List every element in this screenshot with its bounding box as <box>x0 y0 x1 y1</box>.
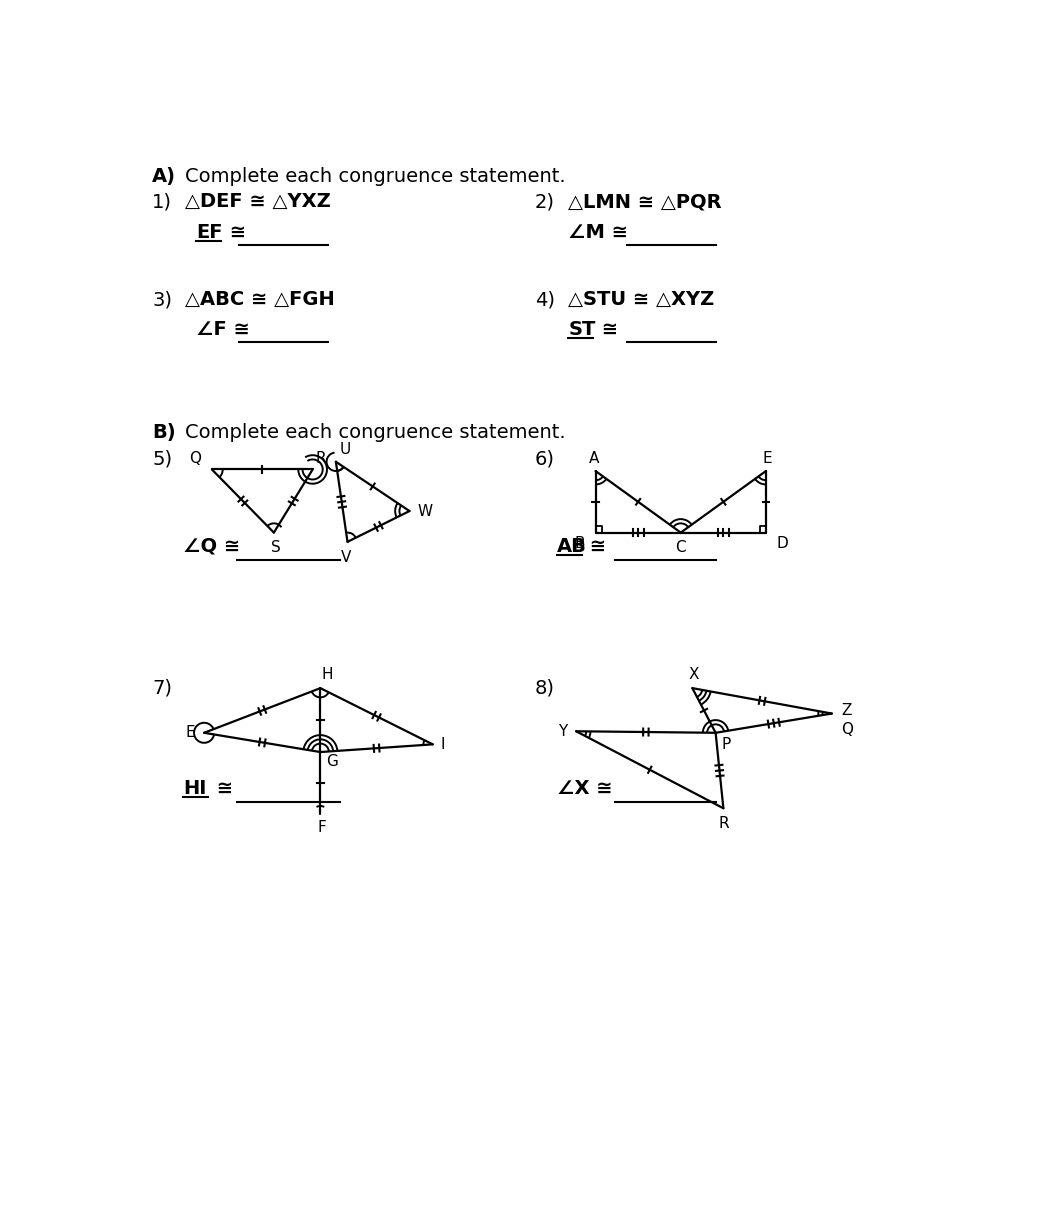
Text: HI: HI <box>183 780 207 798</box>
Text: 5): 5) <box>152 449 172 469</box>
Text: R: R <box>315 450 327 466</box>
Text: 1): 1) <box>152 192 172 212</box>
Text: △ABC ≅ △FGH: △ABC ≅ △FGH <box>185 290 334 309</box>
Text: 4): 4) <box>535 290 555 309</box>
Text: 8): 8) <box>535 679 555 697</box>
Text: I: I <box>441 737 445 752</box>
Text: B): B) <box>152 423 175 443</box>
Text: ≅: ≅ <box>210 780 233 798</box>
Text: Complete each congruence statement.: Complete each congruence statement. <box>185 423 566 443</box>
Text: Y: Y <box>557 723 567 739</box>
Text: AB: AB <box>556 536 587 556</box>
Text: Complete each congruence statement.: Complete each congruence statement. <box>185 167 566 186</box>
Text: △DEF ≅ △YXZ: △DEF ≅ △YXZ <box>185 192 331 212</box>
Text: E: E <box>763 450 773 466</box>
Text: C: C <box>675 540 686 555</box>
Text: Z: Z <box>841 704 852 718</box>
Text: 7): 7) <box>152 679 172 697</box>
Text: H: H <box>322 667 333 681</box>
Text: V: V <box>340 550 351 565</box>
Text: Q: Q <box>841 722 853 737</box>
Text: 6): 6) <box>535 449 555 469</box>
Text: S: S <box>270 540 280 555</box>
Text: Q: Q <box>189 450 201 466</box>
Text: P: P <box>721 738 731 753</box>
Text: X: X <box>689 667 699 681</box>
Text: E: E <box>185 726 195 740</box>
Text: G: G <box>327 754 338 769</box>
Text: △LMN ≅ △PQR: △LMN ≅ △PQR <box>568 192 722 212</box>
Text: W: W <box>418 503 432 519</box>
Text: ≅: ≅ <box>222 223 245 241</box>
Text: ≅: ≅ <box>584 536 607 556</box>
Text: U: U <box>339 442 351 458</box>
Text: ∠Q ≅: ∠Q ≅ <box>183 536 240 556</box>
Text: ∠X ≅: ∠X ≅ <box>556 780 613 798</box>
Text: R: R <box>718 815 729 831</box>
Text: D: D <box>776 536 788 551</box>
Text: F: F <box>317 820 327 835</box>
Text: A): A) <box>152 167 176 186</box>
Text: ∠M ≅: ∠M ≅ <box>568 223 628 241</box>
Text: ≅: ≅ <box>595 320 618 338</box>
Text: 2): 2) <box>535 192 555 212</box>
Text: B: B <box>575 536 586 551</box>
Text: ST: ST <box>568 320 596 338</box>
Text: A: A <box>589 450 599 466</box>
Text: △STU ≅ △XYZ: △STU ≅ △XYZ <box>568 290 715 309</box>
Text: ∠F ≅: ∠F ≅ <box>196 320 251 338</box>
Text: 3): 3) <box>152 290 172 309</box>
Text: EF: EF <box>196 223 222 241</box>
